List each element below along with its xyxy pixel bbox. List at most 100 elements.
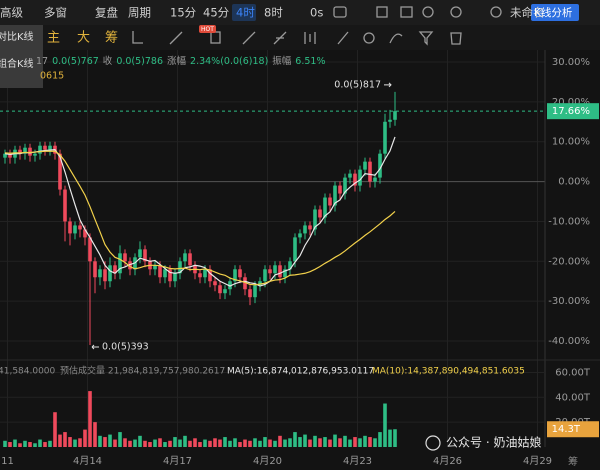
info-item: 17	[36, 56, 48, 67]
volume-bar	[298, 437, 302, 447]
low-label: 0.0(5)393	[102, 342, 149, 353]
vol-tick-label: 40.00T	[555, 392, 591, 403]
candle-body	[153, 265, 157, 270]
candle-body	[228, 281, 232, 290]
analysis-button-bg[interactable]	[531, 4, 579, 21]
candle-body	[278, 265, 282, 278]
toolbar-item[interactable]: 15分	[170, 6, 197, 20]
watermark: 公众号 · 奶油姑娘	[446, 435, 541, 450]
volume-bar	[303, 434, 307, 447]
toolbar2-item[interactable]: 主	[47, 31, 60, 46]
candle-body	[383, 121, 387, 154]
volume-bar	[363, 435, 367, 447]
x-tick-label: 4月14	[73, 455, 102, 467]
bars-icon[interactable]	[304, 32, 316, 44]
magnet-icon[interactable]	[363, 32, 375, 44]
vol-ma-label: MA(10):14,387,890,494,851.6035	[372, 367, 525, 377]
frame-icon[interactable]	[376, 6, 388, 18]
candle-body	[123, 253, 127, 262]
volume-bar	[258, 440, 262, 447]
volume-bar	[263, 437, 267, 447]
settings-icon[interactable]	[422, 6, 434, 18]
candle-body	[178, 261, 182, 274]
ruler-icon[interactable]	[273, 31, 287, 45]
layout-icon[interactable]	[490, 6, 502, 18]
volume-bar	[293, 432, 297, 447]
candle-body	[88, 237, 92, 262]
measure-icon[interactable]	[337, 31, 349, 45]
trash-icon[interactable]	[450, 32, 462, 45]
window-icon[interactable]	[400, 6, 413, 18]
candle-body	[273, 265, 277, 274]
candle-body	[268, 269, 272, 274]
y-tick-label: 30.00%	[552, 57, 590, 68]
volume-bar	[253, 438, 257, 447]
candle-body	[283, 269, 287, 278]
volume-bar	[53, 412, 57, 447]
toolbar-item[interactable]: K线分析	[534, 6, 573, 19]
candle-body	[138, 249, 142, 258]
volume-bar	[278, 435, 282, 447]
volume-bar	[128, 440, 132, 447]
line-icon[interactable]	[169, 31, 183, 45]
toolbar-item[interactable]: 4时	[236, 6, 255, 20]
info-item: 0.0(5)767	[52, 56, 99, 67]
toolbar-item[interactable]: 0s	[310, 6, 323, 20]
candle-body	[368, 161, 372, 182]
volume-bar	[333, 434, 337, 447]
pen-icon[interactable]	[242, 31, 256, 45]
volume-bar	[183, 435, 187, 447]
curve-icon[interactable]	[389, 33, 403, 44]
toolbar2-item[interactable]: 大	[77, 31, 90, 46]
candle-body	[323, 197, 327, 218]
volume-bar	[93, 422, 97, 447]
candle-body	[48, 145, 52, 150]
volume-bar	[43, 442, 47, 447]
candle-body	[248, 289, 252, 298]
toolbar-item[interactable]: 多窗	[44, 6, 67, 20]
last-price-label: 17.66%	[552, 106, 590, 117]
candle-body	[103, 269, 107, 282]
volume-bar	[198, 442, 202, 447]
volume-bar	[348, 439, 352, 447]
high-label: 0.0(5)817	[334, 79, 381, 90]
candle-body	[373, 177, 377, 182]
toolbar-item[interactable]: 周期	[128, 6, 151, 20]
x-tick-label: 4月29	[523, 455, 552, 467]
volume-bar	[58, 434, 62, 447]
filter-icon[interactable]	[418, 31, 434, 46]
volume-bar	[123, 438, 127, 447]
clock-icon[interactable]	[450, 6, 462, 18]
toolbar-item[interactable]: 高级	[0, 6, 23, 20]
menu-item[interactable]: 对比K线	[0, 30, 34, 43]
toolbar-item[interactable]: 复盘	[95, 6, 118, 20]
toolbar-item[interactable]: 未命名	[510, 6, 545, 20]
volume-bar	[18, 443, 22, 447]
info-item: 6.51%	[295, 56, 325, 67]
info-item: 涨幅	[167, 55, 187, 67]
candle-body	[263, 269, 267, 282]
volume-bar	[243, 439, 247, 447]
x-tick-label: 4月20	[253, 455, 282, 467]
candle-body	[163, 269, 167, 278]
info-item: 收	[103, 55, 113, 67]
toolbar-item[interactable]: 45分	[203, 6, 230, 20]
vol-tick-label: 60.00T	[555, 367, 591, 378]
volume-bar	[103, 437, 107, 447]
toolbar-item[interactable]: 8时	[264, 6, 283, 20]
candle-body	[243, 277, 247, 290]
volume-bar	[163, 442, 167, 447]
vol-label: 预估成交量 21,984,819,757,980.2617	[60, 365, 225, 377]
info-item: 振幅	[272, 55, 292, 67]
candle-body	[168, 269, 172, 282]
toolbar2-item[interactable]: 筹	[105, 30, 118, 46]
x-tick-label: 11	[1, 456, 14, 467]
volume-bar	[213, 438, 217, 447]
draw-icon[interactable]	[132, 31, 143, 44]
menu-item[interactable]: 组合K线	[0, 57, 34, 70]
candle-body	[238, 269, 242, 278]
camera-icon[interactable]	[333, 6, 347, 18]
volume-bar	[108, 434, 112, 447]
volume-bar	[133, 439, 137, 447]
